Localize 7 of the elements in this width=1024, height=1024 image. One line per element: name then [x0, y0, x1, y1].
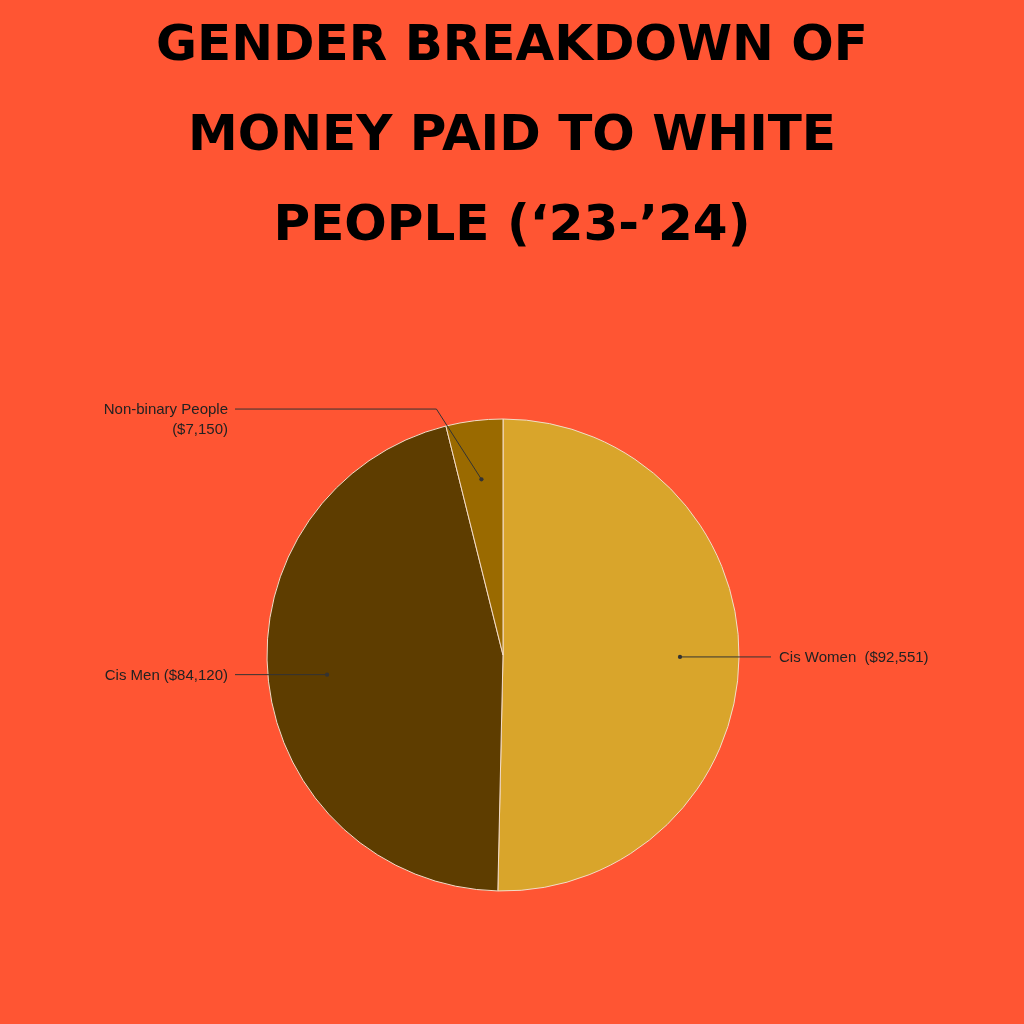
- chart-title: GENDER BREAKDOWN OF MONEY PAID TO WHITE PEOPLE (‘23-’24): [156, 14, 868, 252]
- data-label: ($92,551): [864, 647, 929, 665]
- slice-label: Cis Women: [779, 647, 857, 665]
- data-label: ($84,120): [163, 665, 228, 683]
- slice-label: Non-binary People: [103, 400, 228, 418]
- data-label: ($7,150): [172, 420, 228, 438]
- slice-label: Cis Men: [104, 665, 160, 683]
